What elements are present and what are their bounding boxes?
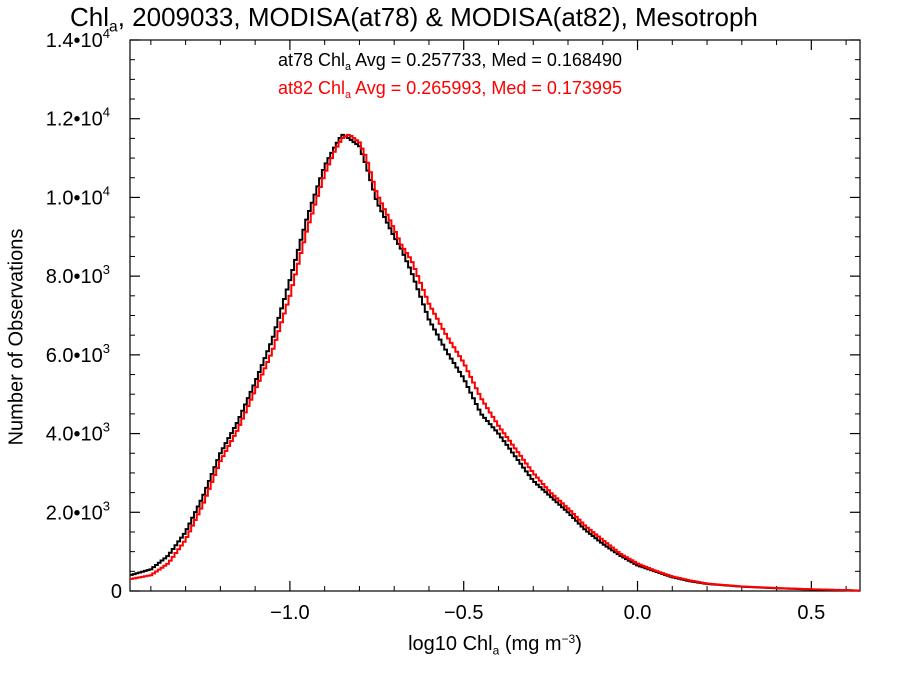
stats-line-at78: at78 Chla Avg = 0.257733, Med = 0.168490 [278, 50, 622, 73]
y-tick-label: 1.0•104 [46, 183, 110, 209]
y-tick-label: 8.0•103 [46, 262, 110, 288]
series-line-at78 [130, 133, 860, 592]
y-tick-label: 6.0•103 [46, 341, 110, 367]
stats-line-at82: at82 Chla Avg = 0.265993, Med = 0.173995 [278, 78, 622, 101]
y-tick-label: 4.0•103 [46, 420, 110, 446]
x-axis-label: log10 Chla (mg m−3) [408, 632, 582, 658]
y-tick-label: 1.2•104 [46, 105, 110, 131]
y-tick-label: 2.0•103 [46, 498, 110, 524]
x-tick-label: −0.5 [444, 602, 483, 624]
x-tick-label: 0.5 [797, 602, 825, 624]
y-axis-label: Number of Observations [5, 228, 28, 446]
chart-title: Chla, 2009033, MODISA(at78) & MODISA(at8… [70, 2, 758, 36]
x-tick-label: 0.0 [624, 602, 652, 624]
y-tick-label: 0 [111, 581, 122, 603]
plot-frame [129, 39, 861, 592]
x-tick-label: −1.0 [270, 602, 309, 624]
series-line-at82 [130, 133, 860, 592]
y-tick-label: 1.4•104 [46, 26, 110, 52]
